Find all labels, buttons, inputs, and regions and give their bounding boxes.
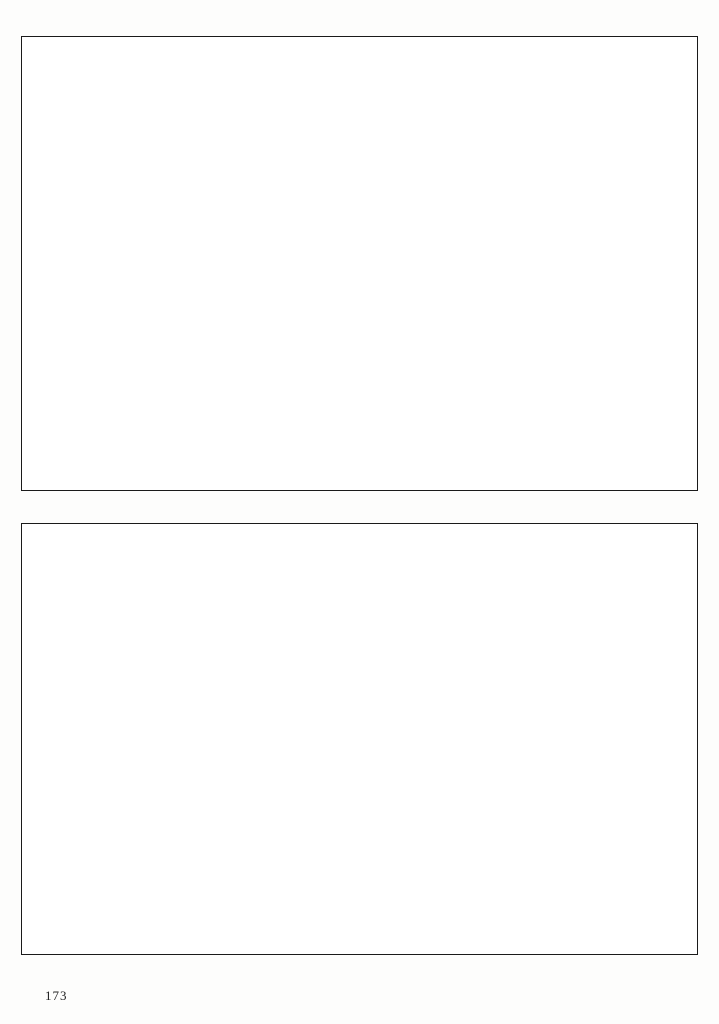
roster-body-top [22, 37, 697, 490]
roster-body-bottom [22, 524, 697, 954]
roster-grid-bottom [22, 524, 697, 954]
roster-table-top [21, 36, 698, 491]
roster-grid-top [22, 37, 697, 490]
page-number: 173 [45, 988, 68, 1003]
roster-table-bottom [21, 523, 698, 955]
